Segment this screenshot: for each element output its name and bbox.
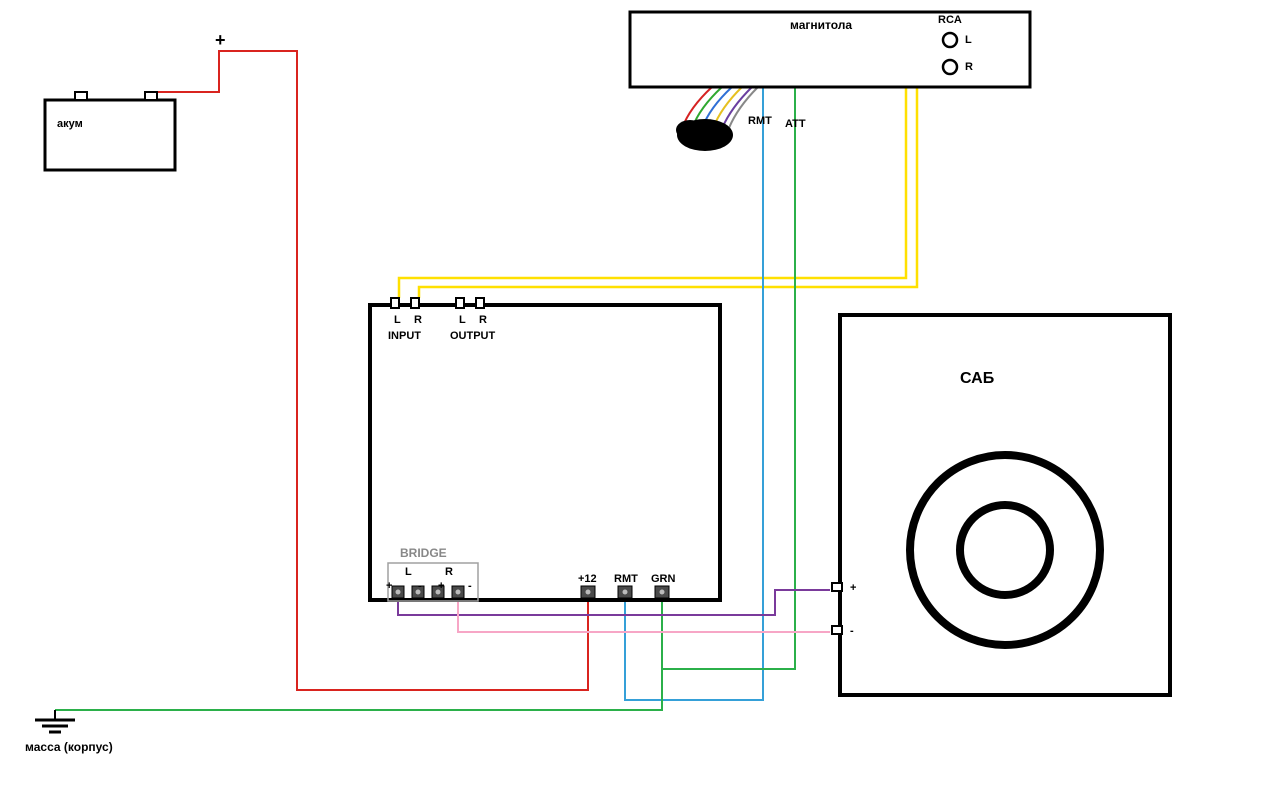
rca-r-label: R bbox=[965, 61, 973, 73]
bridge-minus1: - bbox=[418, 580, 422, 592]
ground-label: масса (корпус) bbox=[25, 740, 113, 754]
pwr-rmt: RMT bbox=[614, 573, 638, 585]
sub-minus: - bbox=[850, 625, 854, 637]
bridge-label: BRIDGE bbox=[400, 546, 447, 560]
pwr-12: +12 bbox=[578, 573, 597, 585]
battery-label: акум bbox=[57, 118, 83, 130]
headunit-label: магнитола bbox=[790, 18, 852, 32]
bridge-L: L bbox=[405, 566, 412, 578]
sub-plus: + bbox=[850, 582, 856, 594]
sub-label: САБ bbox=[960, 370, 994, 388]
amp-input-label: INPUT bbox=[388, 330, 421, 342]
rca-l-label: L bbox=[965, 34, 972, 46]
rca-label: RCA bbox=[938, 14, 962, 26]
bridge-plus2: + bbox=[438, 580, 444, 592]
att-label: ATT bbox=[785, 118, 806, 130]
pwr-grn: GRN bbox=[651, 573, 675, 585]
amp-input-r: R bbox=[414, 314, 422, 326]
bridge-plus1: + bbox=[386, 580, 392, 592]
plus-label: + bbox=[215, 30, 226, 51]
bridge-R: R bbox=[445, 566, 453, 578]
amp-output-l: L bbox=[459, 314, 466, 326]
bridge-minus2: - bbox=[468, 580, 472, 592]
amp-output-label: OUTPUT bbox=[450, 330, 495, 342]
amp-output-r: R bbox=[479, 314, 487, 326]
amp-input-l: L bbox=[394, 314, 401, 326]
rmt-label: RMT bbox=[748, 115, 772, 127]
